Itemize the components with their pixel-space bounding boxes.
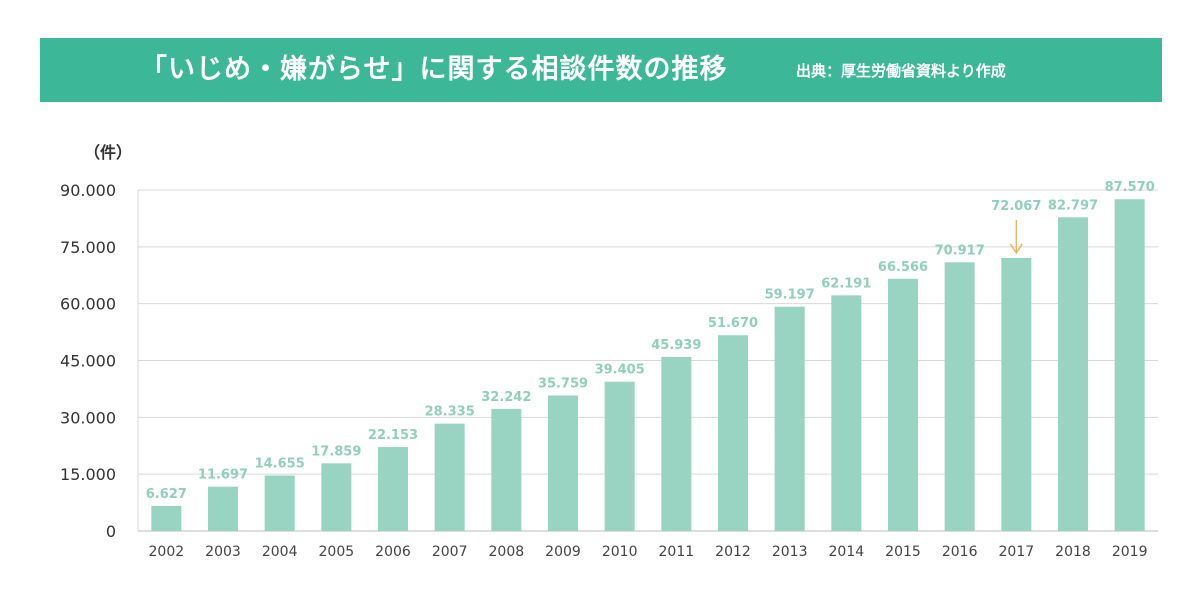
data-label-2019: 87.570 (1105, 180, 1155, 195)
x-tick-label-2013: 2013 (772, 544, 808, 560)
bar-2018 (1058, 217, 1088, 531)
x-tick-label-2015: 2015 (885, 544, 921, 560)
x-axis-ticks: 2002 2003 2004 2005 2006 2007 2008 2009 2010 2011… (149, 544, 1148, 560)
bar-2015 (888, 278, 918, 531)
bar-2007 (434, 423, 465, 531)
data-label-2015: 66.566 (878, 260, 928, 275)
bar-2010 (604, 381, 635, 531)
x-tick-label-2010: 2010 (602, 544, 638, 560)
data-label-2009: 35.759 (538, 377, 588, 392)
x-tick-label-2007: 2007 (432, 544, 468, 560)
data-label-2018: 82.797 (1048, 198, 1098, 213)
highlight-marker (1009, 219, 1023, 255)
bar-2017 (1001, 257, 1032, 531)
x-tick-label-2009: 2009 (545, 544, 581, 560)
y-tick-label: 75.000 (60, 238, 116, 257)
data-labels: 6.627 11.697 14.655 17.859 22.153 28.335 32.24… (146, 180, 1155, 502)
bars (151, 199, 1145, 531)
chart-title: 「いじめ・嫌がらせ」に関する相談件数の推移 (140, 54, 728, 85)
grid-layer (137, 189, 1158, 532)
bar-2012 (718, 335, 748, 531)
data-label-2006: 22.153 (368, 428, 418, 443)
data-label-2010: 39.405 (595, 363, 645, 378)
bar-2005 (321, 463, 352, 531)
data-label-2007: 28.335 (425, 405, 475, 420)
y-tick-label: 30.000 (60, 408, 116, 427)
y-tick-label: 90.000 (60, 181, 116, 200)
bar-2004 (264, 475, 295, 531)
y-axis-ticks: 0 15.000 30.000 45.000 60.000 75.000 90.000 (60, 181, 116, 541)
x-tick-label-2011: 2011 (659, 544, 695, 560)
x-tick-label-2005: 2005 (319, 544, 355, 560)
y-tick-label: 15.000 (60, 465, 116, 484)
data-label-2002: 6.627 (146, 487, 187, 502)
bar-2002 (151, 505, 182, 531)
data-label-2014: 62.191 (821, 276, 871, 291)
data-label-2011: 45.939 (651, 338, 701, 353)
data-label-2004: 14.655 (255, 456, 305, 471)
data-label-2008: 32.242 (481, 390, 531, 405)
arrow-head (1009, 243, 1023, 255)
bar-2016 (944, 262, 975, 531)
data-label-2012: 51.670 (708, 316, 758, 331)
y-tick-label: 45.000 (60, 352, 116, 371)
data-label-2013: 59.197 (765, 288, 815, 303)
x-tick-label-2003: 2003 (205, 544, 241, 560)
bar-2009 (548, 395, 578, 531)
header-band (40, 38, 1162, 102)
x-tick-label-2002: 2002 (149, 544, 185, 560)
data-label-2003: 11.697 (198, 468, 248, 483)
y-tick-label: 60.000 (60, 295, 116, 314)
bar-2013 (774, 306, 805, 531)
x-tick-label-2008: 2008 (489, 544, 525, 560)
data-label-2017: 72.067 (991, 199, 1041, 214)
y-tick-label: 0 (106, 522, 116, 541)
data-label-2016: 70.917 (935, 243, 985, 258)
bar-2014 (831, 295, 862, 531)
x-tick-label-2012: 2012 (715, 544, 751, 560)
bar-2011 (661, 356, 692, 531)
x-tick-label-2006: 2006 (375, 544, 411, 560)
x-tick-label-2019: 2019 (1112, 544, 1148, 560)
y-unit-label: （件） (84, 143, 133, 162)
bar-2019 (1114, 199, 1145, 531)
x-tick-label-2016: 2016 (942, 544, 978, 560)
x-tick-label-2004: 2004 (262, 544, 298, 560)
bar-2008 (491, 408, 522, 531)
bar-2003 (208, 486, 238, 531)
bar-2006 (378, 447, 408, 531)
x-tick-label-2018: 2018 (1055, 544, 1091, 560)
x-tick-label-2014: 2014 (829, 544, 865, 560)
data-label-2005: 17.859 (311, 444, 361, 459)
x-tick-label-2017: 2017 (999, 544, 1035, 560)
source-note: 出典：厚生労働省資料より作成 (796, 62, 1006, 80)
